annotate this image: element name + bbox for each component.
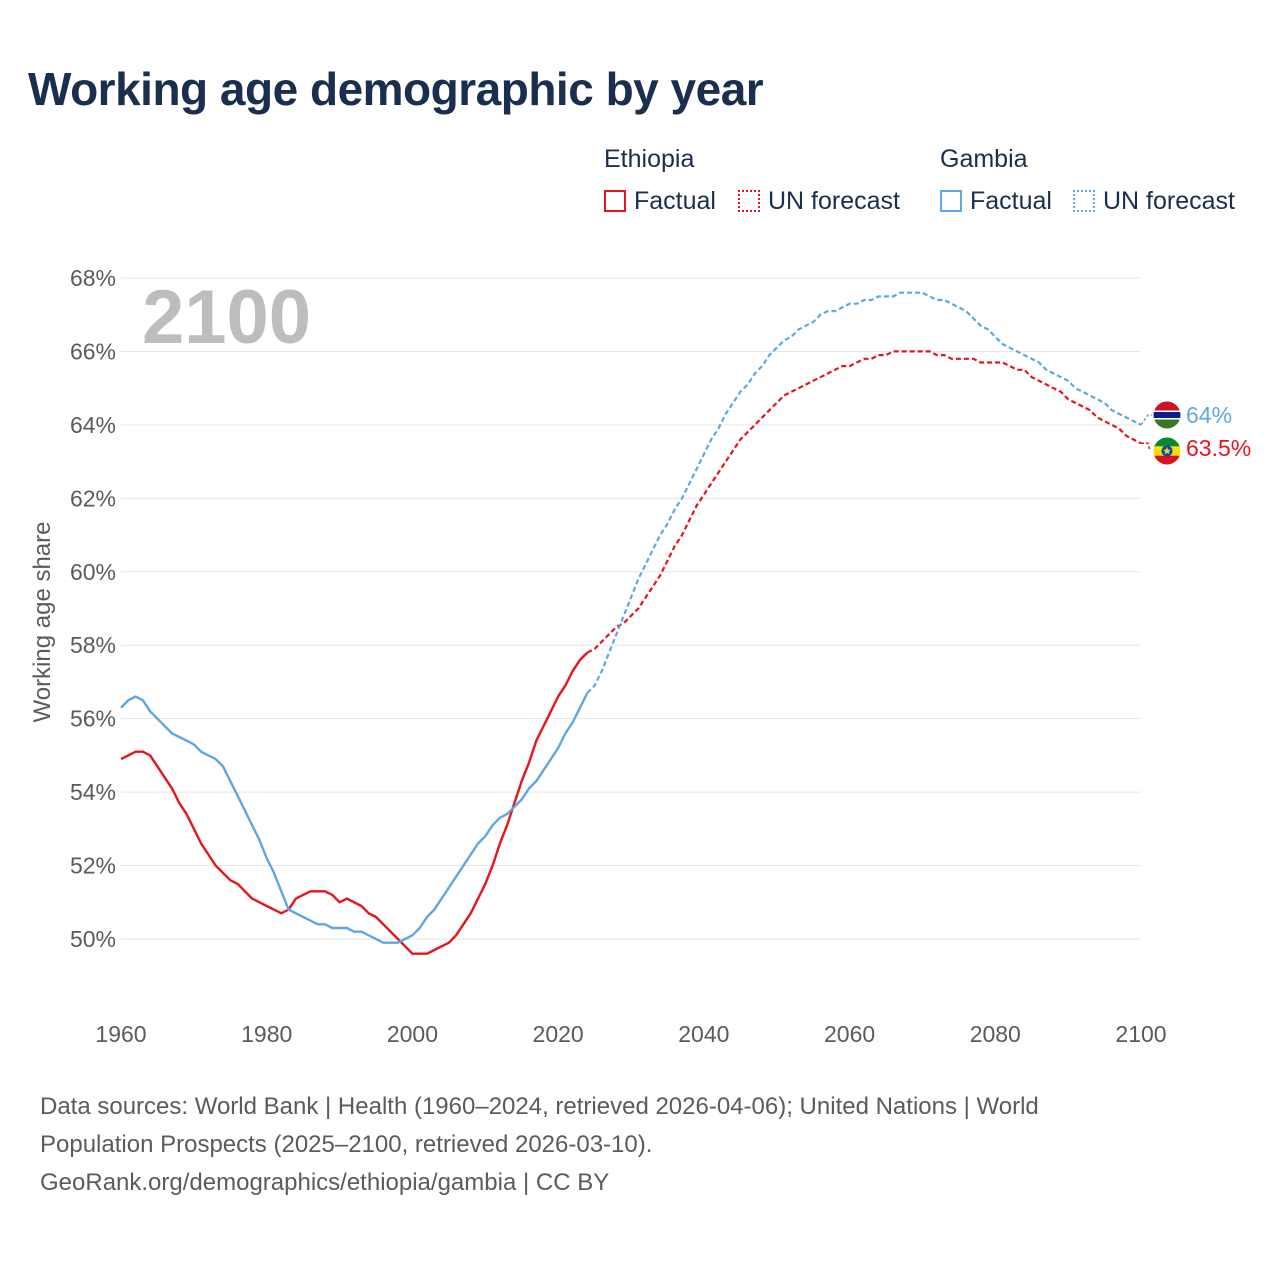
x-tick-label: 2000	[387, 1021, 438, 1047]
x-tick-label: 2060	[824, 1021, 875, 1047]
line-chart: 50% 52% 54% 56% 58% 60% 62% 64% 66% 68% 1960 1980 2…	[29, 265, 1251, 1047]
x-tick-label: 2020	[533, 1021, 584, 1047]
y-tick-label: 64%	[70, 412, 116, 438]
legend-item-ethiopia-factual[interactable]: Factual	[604, 186, 716, 216]
legend-swatch-dotted	[1073, 190, 1095, 212]
y-tick-label: 58%	[70, 632, 116, 658]
gambia-end-connector	[1140, 414, 1152, 426]
gambia-forecast-line[interactable]	[586, 291, 1142, 694]
series-lines	[120, 291, 1152, 955]
chart-title: Working age demographic by year	[28, 63, 764, 115]
x-tick-label: 2040	[678, 1021, 729, 1047]
x-axis-ticks: 1960 1980 2000 2020 2040 2060 2080 2100	[95, 1021, 1166, 1047]
gridlines	[121, 277, 1141, 940]
y-axis-ticks: 50% 52% 54% 56% 58% 60% 62% 64% 66% 68%	[70, 265, 116, 952]
ethiopia-end-label: 63.5%	[1186, 435, 1251, 461]
y-tick-label: 56%	[70, 706, 116, 732]
x-tick-label: 2080	[970, 1021, 1021, 1047]
gambia-flag-icon	[1152, 400, 1182, 430]
legend-item-gambia-forecast[interactable]: UN forecast	[1073, 186, 1235, 216]
legend-label: UN forecast	[1103, 186, 1235, 215]
footer: Data sources: World Bank | Health (1960–…	[40, 1088, 1150, 1202]
x-tick-label: 2100	[1115, 1021, 1166, 1047]
y-tick-label: 52%	[70, 853, 116, 879]
attribution-link[interactable]: GeoRank.org/demographics/ethiopia/gambia…	[40, 1169, 610, 1196]
ethiopia-end-connector	[1141, 442, 1151, 452]
gambia-factual-line[interactable]	[120, 692, 589, 944]
x-tick-label: 1980	[241, 1021, 292, 1047]
legend-label: Factual	[634, 186, 716, 215]
y-tick-label: 62%	[70, 485, 116, 511]
gambia-end-label: 64%	[1186, 402, 1232, 428]
legend-group-gambia: Gambia	[940, 145, 1028, 173]
y-tick-label: 60%	[70, 559, 116, 585]
y-tick-label: 50%	[70, 926, 116, 952]
x-tick-label: 1960	[95, 1021, 146, 1047]
legend-swatch-solid	[940, 190, 962, 212]
ethiopia-factual-line[interactable]	[120, 651, 589, 955]
legend-item-ethiopia-forecast[interactable]: UN forecast	[738, 186, 900, 216]
ethiopia-flag-icon	[1152, 436, 1182, 466]
year-watermark: 2100	[142, 275, 311, 360]
y-axis-label: Working age share	[29, 522, 56, 723]
data-sources-text: Data sources: World Bank | Health (1960–…	[40, 1093, 1039, 1158]
y-tick-label: 54%	[70, 779, 116, 805]
legend-item-gambia-factual[interactable]: Factual	[940, 186, 1052, 216]
legend-swatch-dotted	[738, 190, 760, 212]
y-tick-label: 68%	[70, 265, 116, 291]
ethiopia-forecast-line[interactable]	[586, 350, 1142, 654]
legend-swatch-solid	[604, 190, 626, 212]
legend-group-ethiopia: Ethiopia	[604, 145, 695, 173]
y-tick-label: 66%	[70, 338, 116, 364]
legend-label: Factual	[970, 186, 1052, 215]
legend-label: UN forecast	[768, 186, 900, 215]
